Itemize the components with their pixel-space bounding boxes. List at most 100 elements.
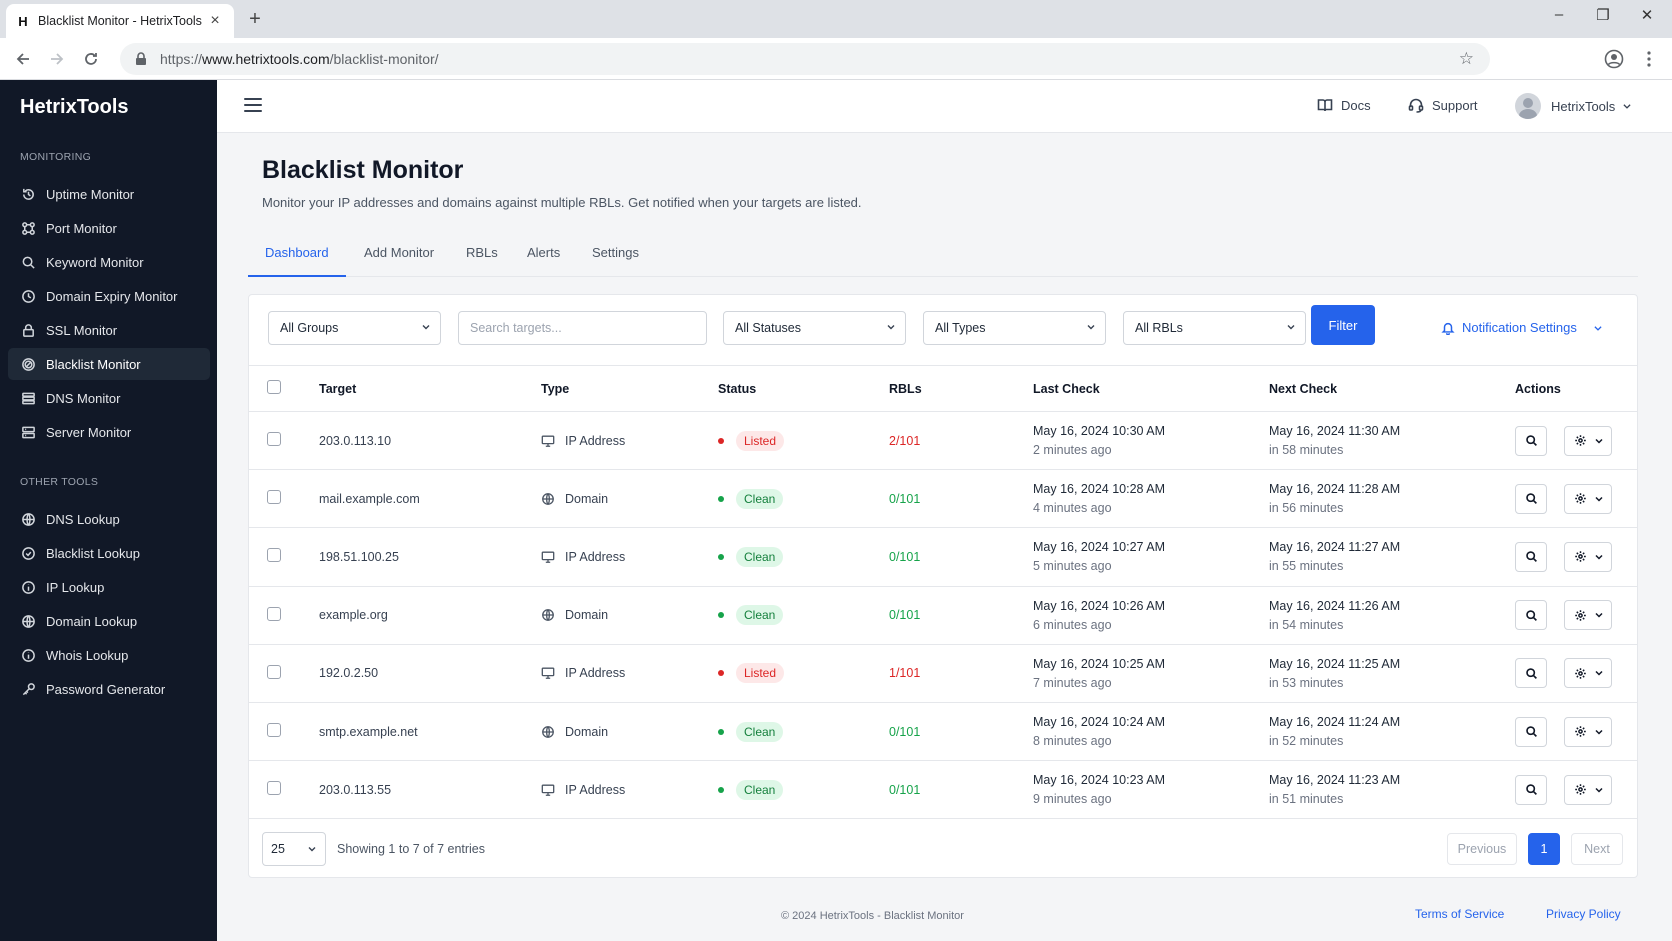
sidebar-item-blacklist-monitor[interactable]: Blacklist Monitor <box>8 348 210 380</box>
notification-settings-button[interactable]: Notification Settings <box>1441 320 1603 335</box>
sidebar-item-port-monitor[interactable]: Port Monitor <box>8 212 210 244</box>
sidebar-item-uptime-monitor[interactable]: Uptime Monitor <box>8 178 210 210</box>
browser-menu-icon[interactable] <box>1638 48 1660 70</box>
row-checkbox[interactable] <box>267 606 281 621</box>
last-check-time: May 16, 2024 10:30 AM <box>1033 424 1166 439</box>
view-details-button[interactable] <box>1515 774 1547 805</box>
rbl-count[interactable]: 1/101 <box>889 666 921 681</box>
row-checkbox[interactable] <box>267 432 281 447</box>
brand-logo[interactable]: HetrixTools <box>20 96 129 118</box>
next-check-time: May 16, 2024 11:23 AM <box>1269 773 1401 788</box>
reload-icon[interactable] <box>79 47 103 71</box>
sidebar-item-dns-lookup[interactable]: DNS Lookup <box>8 503 210 535</box>
gear-icon <box>1574 784 1586 795</box>
menu-toggle-icon[interactable] <box>244 98 262 112</box>
sidebar-item-server-monitor[interactable]: Server Monitor <box>8 416 210 448</box>
support-link[interactable]: Support <box>1408 97 1478 113</box>
settings-dropdown-button[interactable] <box>1564 483 1612 514</box>
sidebar-item-blacklist-lookup[interactable]: Blacklist Lookup <box>8 537 210 569</box>
tab-rbls[interactable]: RBLs <box>466 245 498 260</box>
settings-dropdown-button[interactable] <box>1564 600 1612 631</box>
rbls-select[interactable]: All RBLs <box>1123 311 1306 345</box>
statuses-select[interactable]: All Statuses <box>723 311 906 345</box>
bookmark-star-icon[interactable]: ☆ <box>1458 49 1474 68</box>
close-tab-icon[interactable]: × <box>210 12 220 29</box>
privacy-link[interactable]: Privacy Policy <box>1546 907 1621 921</box>
tab-alerts[interactable]: Alerts <box>527 245 561 260</box>
sidebar-item-ip-lookup[interactable]: IP Lookup <box>8 571 210 603</box>
page-1-button[interactable]: 1 <box>1528 833 1560 865</box>
globe-icon <box>542 725 554 738</box>
sidebar-item-whois-lookup[interactable]: Whois Lookup <box>8 639 210 671</box>
column-header-rbls[interactable]: RBLs <box>889 365 1033 412</box>
rbl-count[interactable]: 0/101 <box>889 549 921 564</box>
settings-dropdown-button[interactable] <box>1564 425 1612 456</box>
rbl-count[interactable]: 0/101 <box>889 491 921 506</box>
chevron-down-icon <box>422 325 430 330</box>
rbl-count[interactable]: 2/101 <box>889 433 921 448</box>
chevron-down-icon <box>1594 671 1603 676</box>
sidebar-item-domain-lookup[interactable]: Domain Lookup <box>8 605 210 637</box>
minimize-icon[interactable]: – <box>1554 6 1564 23</box>
tab-dashboard[interactable]: Dashboard <box>248 241 346 277</box>
address-bar[interactable]: https://www.hetrixtools.com/blacklist-mo… <box>120 43 1490 75</box>
browser-toolbar: https://www.hetrixtools.com/blacklist-mo… <box>0 38 1672 80</box>
status-badge: Listed <box>736 663 785 684</box>
column-header-status[interactable]: Status <box>718 365 889 412</box>
new-tab-button[interactable]: + <box>249 8 261 30</box>
close-window-icon[interactable]: ✕ <box>1640 7 1654 24</box>
previous-page-button[interactable]: Previous <box>1447 833 1517 865</box>
sidebar-item-dns-monitor[interactable]: DNS Monitor <box>8 382 210 414</box>
sidebar-item-label: Password Generator <box>46 681 166 697</box>
groups-select[interactable]: All Groups <box>268 311 441 345</box>
row-checkbox[interactable] <box>267 548 281 563</box>
sidebar-item-label: Blacklist Monitor <box>46 356 141 372</box>
row-checkbox[interactable] <box>267 664 281 679</box>
view-details-button[interactable] <box>1515 658 1547 689</box>
row-checkbox[interactable] <box>267 490 281 505</box>
chevron-down-icon <box>1594 554 1603 560</box>
search-input[interactable]: Search targets... <box>458 311 707 345</box>
view-details-button[interactable] <box>1515 716 1547 747</box>
view-details-button[interactable] <box>1515 425 1547 456</box>
dns-icon <box>20 390 36 406</box>
types-select[interactable]: All Types <box>923 311 1106 345</box>
table-row: 198.51.100.25 IP Address Clean 0/101 May 16,… <box>249 527 1637 587</box>
rbl-count[interactable]: 0/101 <box>889 608 921 623</box>
user-menu[interactable]: HetrixTools <box>1515 93 1632 119</box>
browser-tab[interactable]: H Blacklist Monitor - HetrixTools × <box>6 4 234 38</box>
view-details-button[interactable] <box>1515 483 1547 514</box>
forward-icon[interactable] <box>45 47 69 71</box>
profile-icon[interactable] <box>1603 48 1625 70</box>
column-header-last-check[interactable]: Last Check <box>1033 365 1269 412</box>
column-header-type[interactable]: Type <box>541 365 718 412</box>
tab-settings[interactable]: Settings <box>592 245 639 260</box>
next-page-button[interactable]: Next <box>1571 833 1623 865</box>
select-all-checkbox[interactable] <box>267 380 281 394</box>
filter-button[interactable]: Filter <box>1311 305 1375 345</box>
status-cell: Listed <box>718 430 889 451</box>
next-check-in: in 56 minutes <box>1269 501 1344 516</box>
restore-icon[interactable]: ❐ <box>1596 7 1610 24</box>
row-checkbox[interactable] <box>267 781 281 796</box>
per-page-select[interactable]: 25 <box>262 832 326 866</box>
view-details-button[interactable] <box>1515 541 1547 572</box>
rbl-count[interactable]: 0/101 <box>889 724 921 739</box>
settings-dropdown-button[interactable] <box>1564 541 1612 572</box>
row-checkbox[interactable] <box>267 723 281 738</box>
sidebar-item-keyword-monitor[interactable]: Keyword Monitor <box>8 246 210 278</box>
column-header-next-check[interactable]: Next Check <box>1269 365 1515 412</box>
column-header-target[interactable]: Target <box>319 365 541 412</box>
sidebar-item-domain-expiry-monitor[interactable]: Domain Expiry Monitor <box>8 280 210 312</box>
rbl-count[interactable]: 0/101 <box>889 782 921 797</box>
sidebar-item-ssl-monitor[interactable]: SSL Monitor <box>8 314 210 346</box>
terms-link[interactable]: Terms of Service <box>1415 907 1505 921</box>
back-icon[interactable] <box>11 47 35 71</box>
docs-link[interactable]: Docs <box>1317 97 1371 113</box>
tab-add-monitor[interactable]: Add Monitor <box>364 245 435 260</box>
view-details-button[interactable] <box>1515 600 1547 631</box>
sidebar-item-password-generator[interactable]: Password Generator <box>8 673 210 705</box>
settings-dropdown-button[interactable] <box>1564 716 1612 747</box>
settings-dropdown-button[interactable] <box>1564 658 1612 689</box>
settings-dropdown-button[interactable] <box>1564 774 1612 805</box>
